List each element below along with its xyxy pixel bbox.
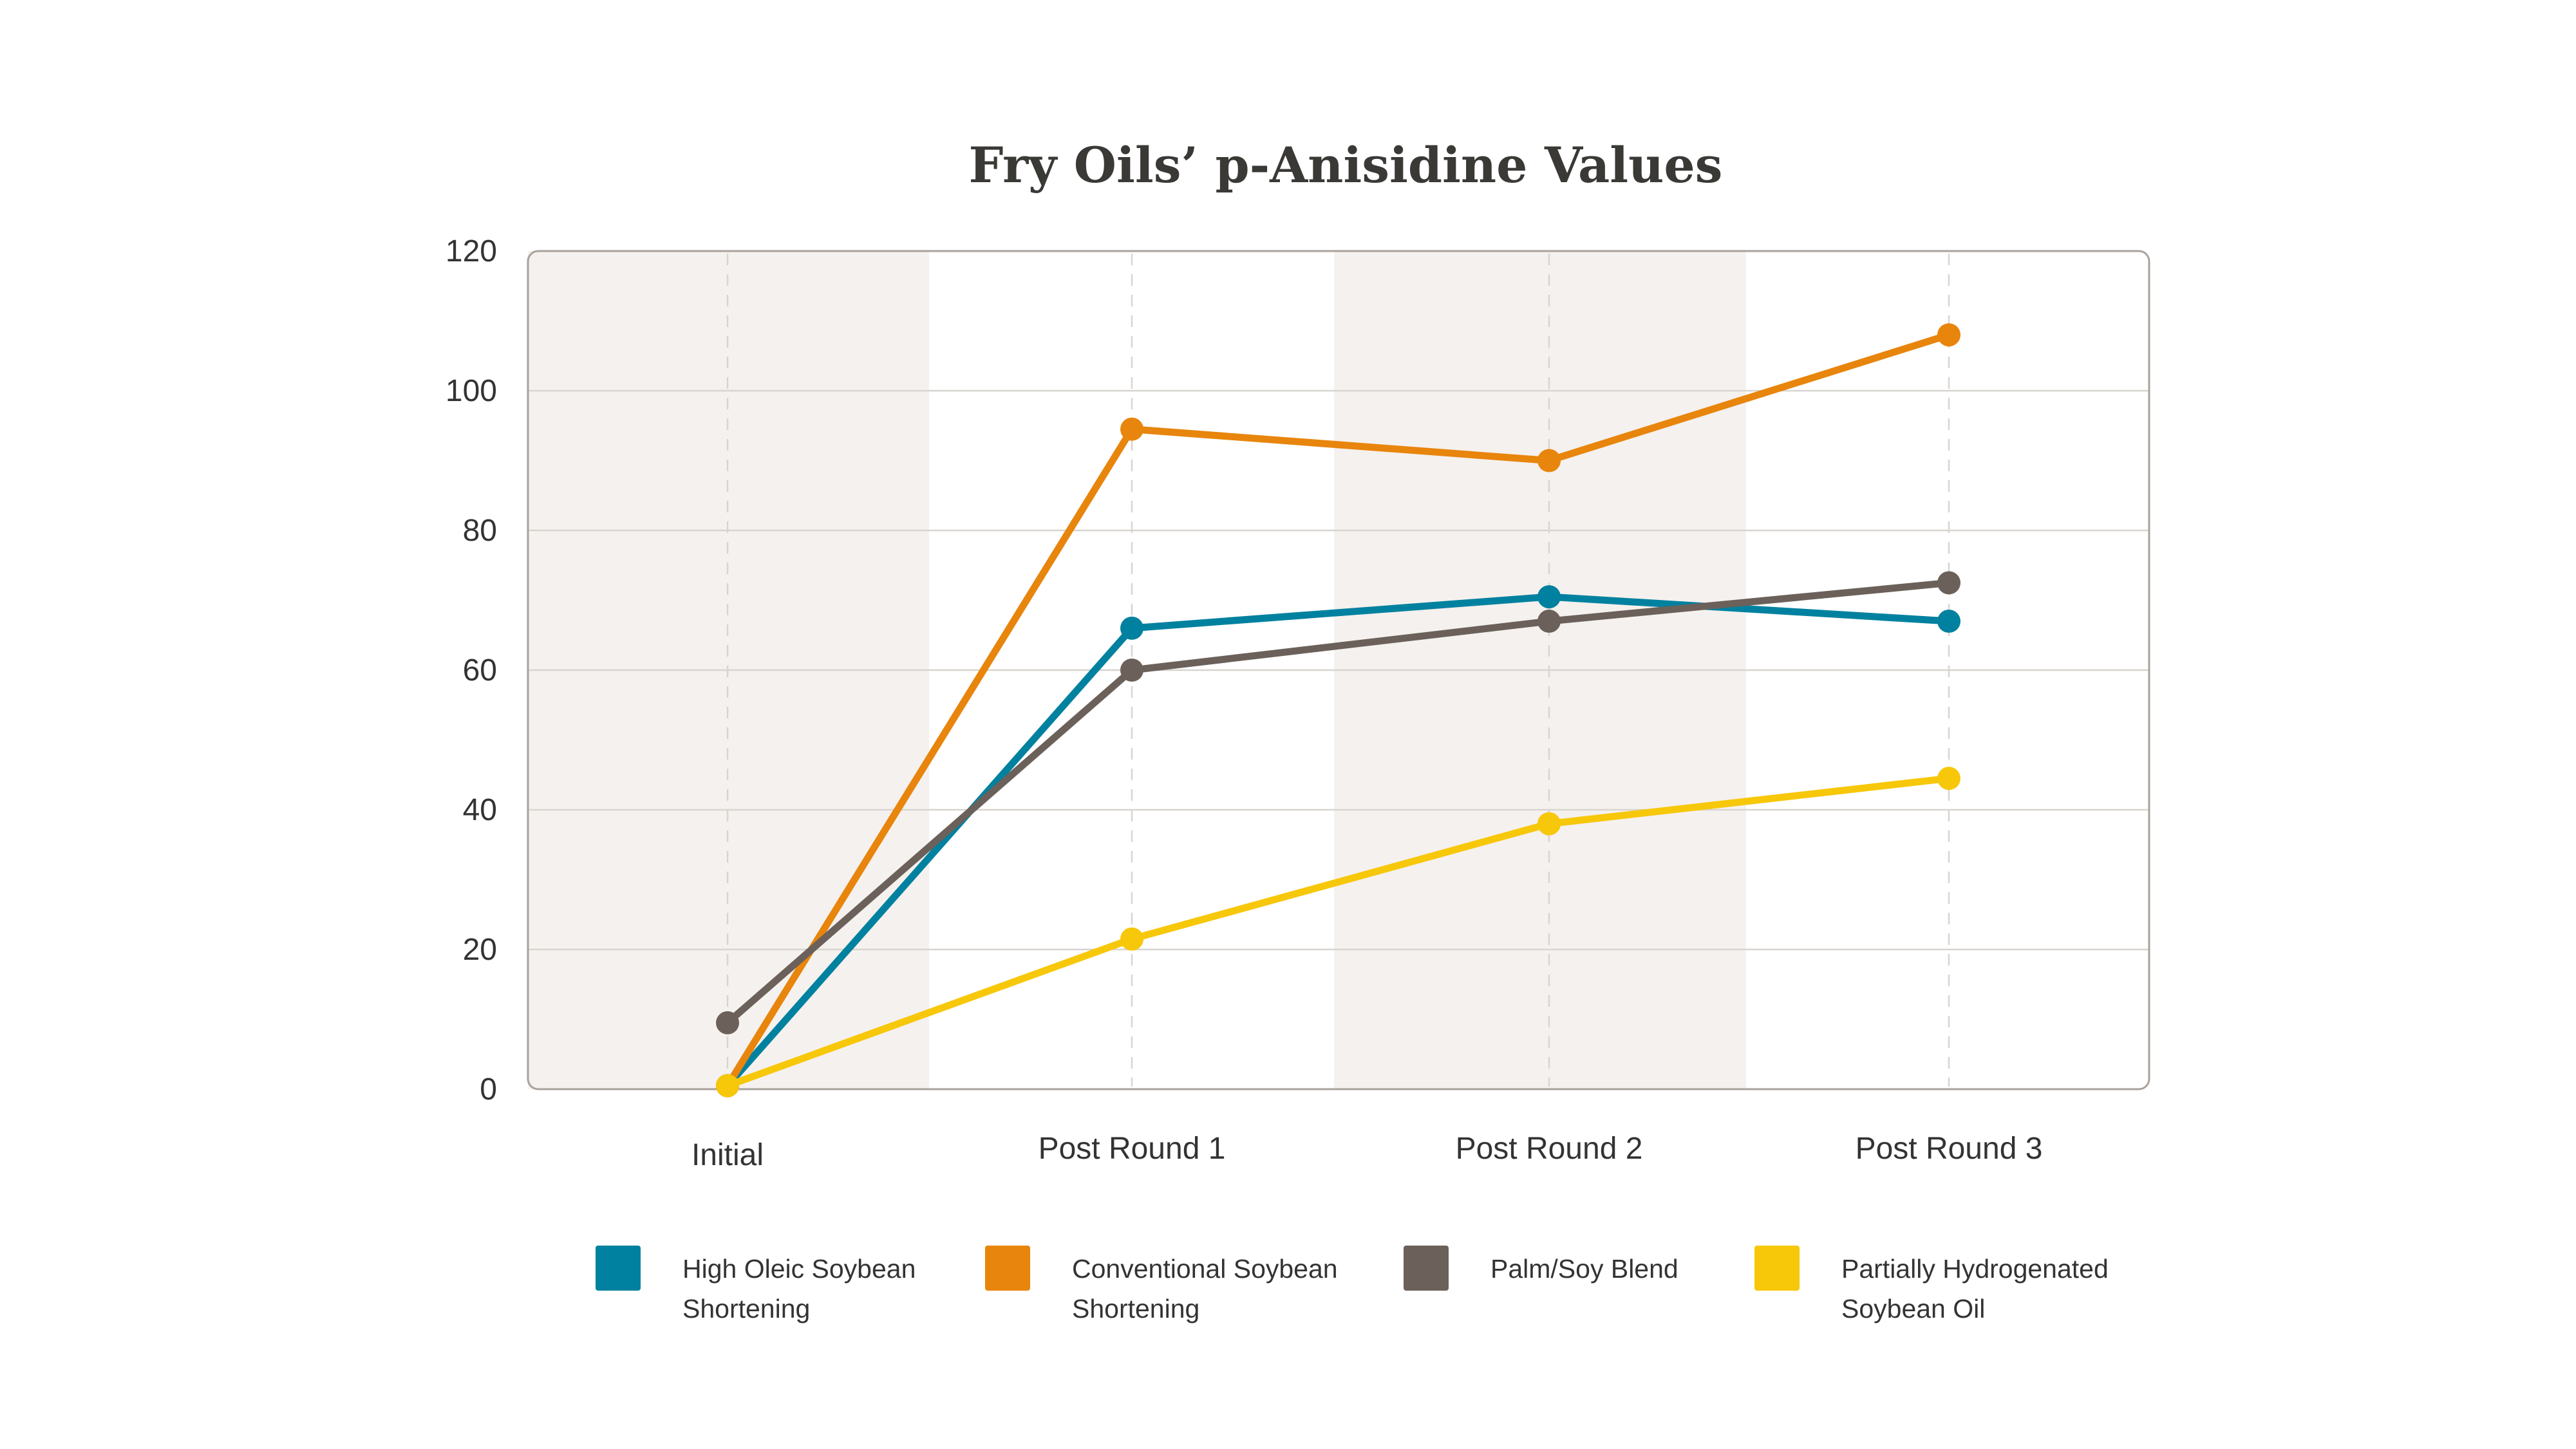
data-point <box>1120 417 1143 441</box>
series-line <box>724 579 1953 1027</box>
legend-label: Partially Hydrogenated Soybean Oil <box>1841 1254 2109 1323</box>
x-tick-label: Initial <box>691 1138 764 1172</box>
chart-title: Fry Oils’ p-Anisidine Values <box>969 136 1723 194</box>
data-point <box>1537 812 1561 836</box>
data-point <box>1537 610 1561 633</box>
series-lines <box>716 323 1960 1098</box>
series-line <box>724 774 1953 1090</box>
y-tick-label: 80 <box>463 514 497 548</box>
data-point <box>716 1011 739 1034</box>
legend-item: Partially Hydrogenated Soybean Oil <box>1754 1246 2109 1323</box>
x-tick-label: Post Round 1 <box>1039 1132 1226 1166</box>
series-group <box>716 571 1960 1034</box>
y-tick-label: 60 <box>463 653 497 687</box>
y-axis-tick-labels: 0 20 40 60 80 100 120 <box>446 234 497 1107</box>
data-point <box>1537 449 1561 472</box>
legend-swatch <box>1404 1246 1449 1291</box>
data-point <box>1937 323 1960 347</box>
y-tick-label: 40 <box>463 793 497 827</box>
y-tick-label: 120 <box>446 234 497 268</box>
data-point <box>1120 927 1143 951</box>
data-point <box>1937 767 1960 790</box>
data-point <box>1120 659 1143 682</box>
series-line <box>724 593 1953 1090</box>
y-tick-label: 100 <box>446 374 497 408</box>
legend-label: Conventional Soybean Shortening <box>1072 1254 1338 1323</box>
data-point <box>1937 610 1960 633</box>
legend-item: Conventional Soybean Shortening <box>985 1246 1338 1323</box>
plot-frame <box>527 250 2150 1090</box>
x-tick-label: Post Round 3 <box>1856 1132 2043 1166</box>
y-tick-label: 20 <box>463 933 497 967</box>
x-tick-label: Post Round 2 <box>1456 1132 1643 1166</box>
data-point <box>1937 571 1960 595</box>
data-point <box>1120 616 1143 640</box>
series-group <box>716 767 1960 1098</box>
legend-swatch <box>1754 1246 1800 1291</box>
legend-swatch <box>985 1246 1030 1291</box>
data-point <box>716 1074 739 1098</box>
legend: High Oleic Soybean Shortening Conventional… <box>596 1246 2109 1323</box>
legend-label: Palm/Soy Blend <box>1490 1254 1678 1284</box>
legend-label: High Oleic Soybean Shortening <box>682 1254 916 1323</box>
legend-item: Palm/Soy Blend <box>1404 1246 1678 1291</box>
x-axis-tick-labels: Initial Post Round 1 Post Round 2 Post Roun… <box>691 1132 2042 1172</box>
y-tick-label: 0 <box>480 1072 497 1107</box>
legend-swatch <box>596 1246 641 1291</box>
legend-item: High Oleic Soybean Shortening <box>596 1246 916 1323</box>
data-point <box>1537 585 1561 609</box>
series-line <box>724 331 1953 1090</box>
